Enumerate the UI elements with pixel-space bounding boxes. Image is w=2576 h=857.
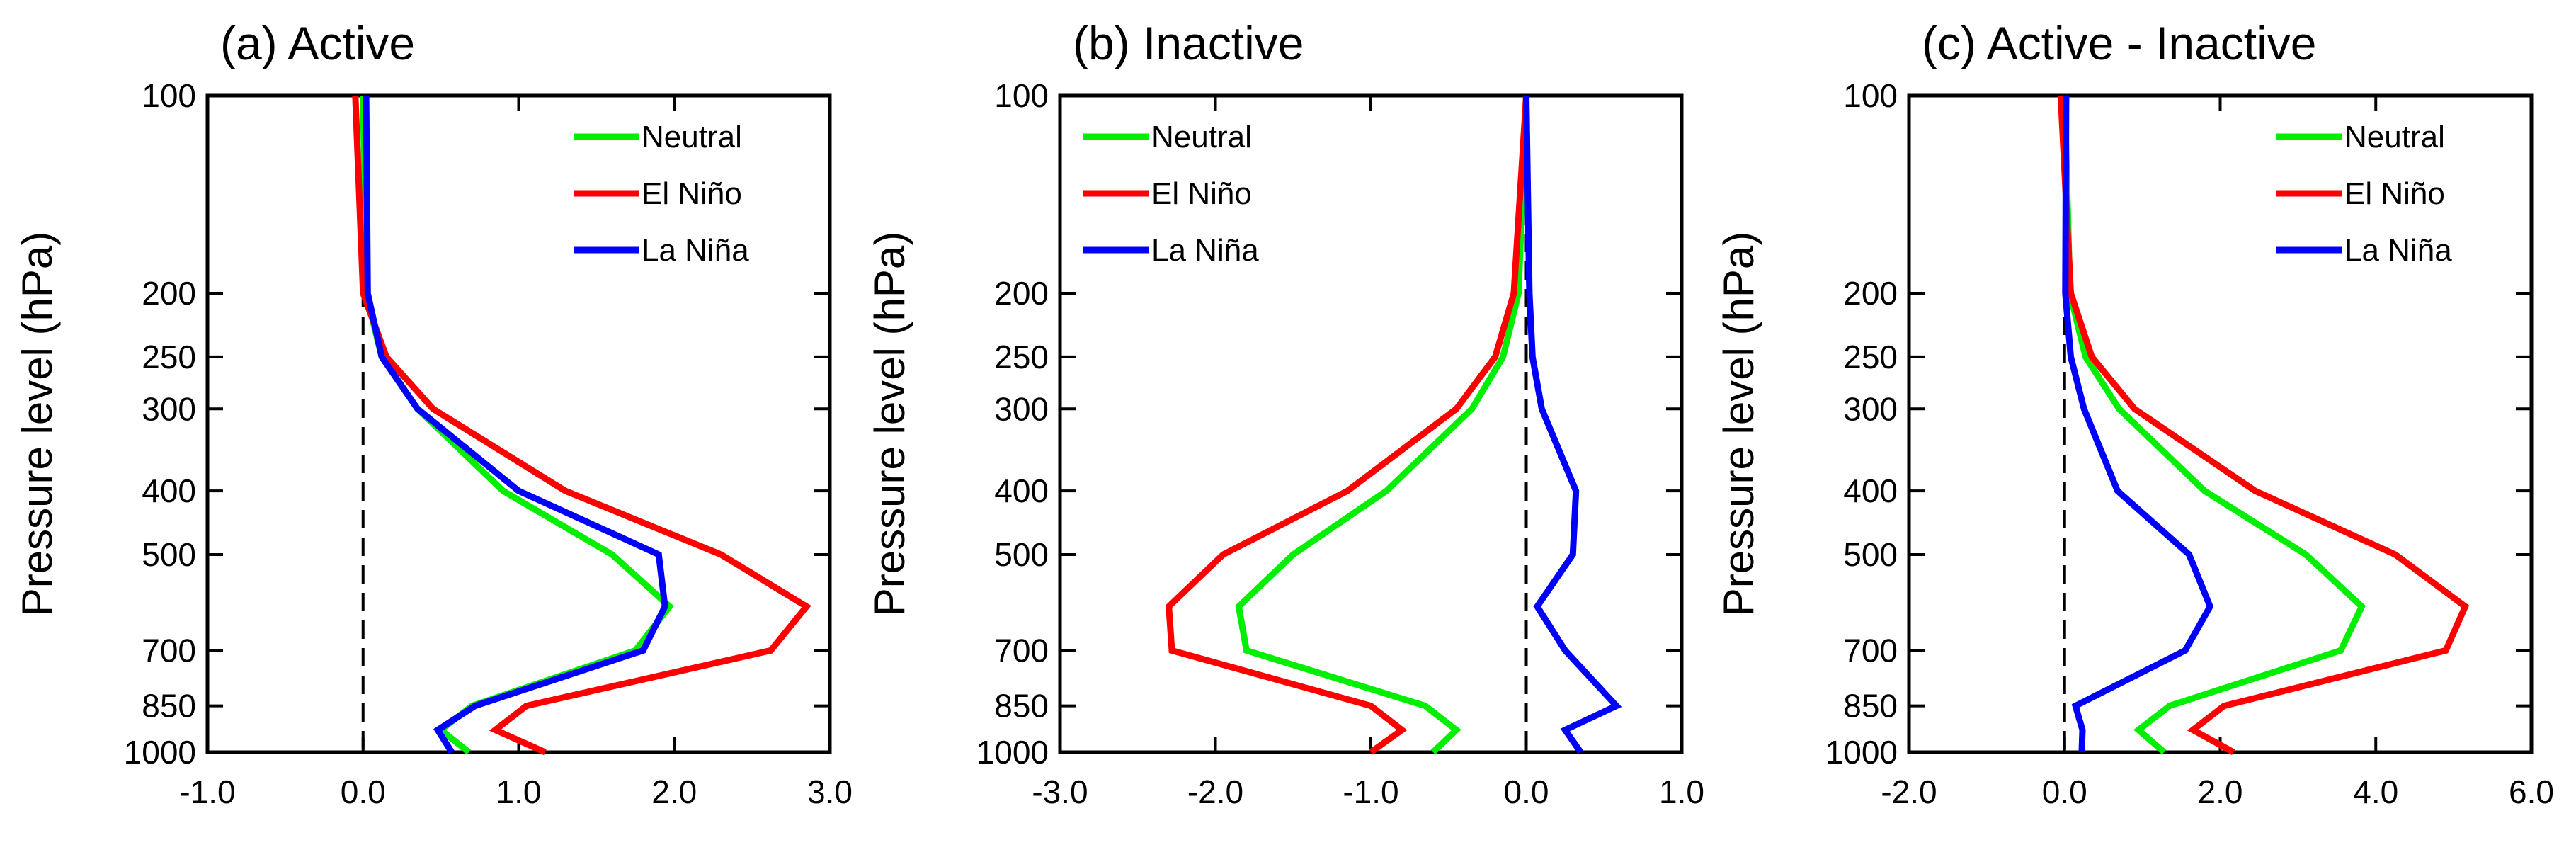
legend: Neutral El Niño La Niña bbox=[574, 120, 749, 268]
y-axis-label: Pressure level (hPa) bbox=[1715, 232, 1762, 617]
x-tick-label: -2.0 bbox=[1187, 773, 1243, 810]
y-tick-label: 1000 bbox=[1825, 734, 1898, 771]
y-tick-label: 200 bbox=[142, 275, 196, 312]
y-tick-label: 500 bbox=[142, 536, 196, 573]
series-line-la-nina bbox=[2062, 95, 2214, 753]
x-tick-label: 2.0 bbox=[2198, 773, 2243, 810]
chart-title: (a) Active bbox=[220, 17, 415, 69]
x-tick-label: 2.0 bbox=[651, 773, 697, 810]
y-axis-label: Pressure level (hPa) bbox=[13, 232, 61, 617]
y-tick-label: 400 bbox=[1843, 472, 1898, 509]
y-tick-label: 1000 bbox=[976, 734, 1049, 771]
y-tick-label: 500 bbox=[1843, 536, 1898, 573]
y-tick-label: 400 bbox=[994, 472, 1049, 509]
series-line-la-nina bbox=[1523, 95, 1622, 754]
chart-panel-a: (a) Active Pressure level (hPa) 100 200 250 3… bbox=[13, 17, 853, 810]
y-axis-label: Pressure level (hPa) bbox=[866, 232, 913, 617]
y-tick-label: 300 bbox=[994, 390, 1049, 427]
y-tick-label: 100 bbox=[994, 77, 1049, 114]
series-line-el-nino bbox=[1166, 95, 1529, 755]
x-tick-label: 0.0 bbox=[341, 773, 386, 810]
series-line-neutral bbox=[2061, 95, 2366, 755]
series-line-el-nino bbox=[2057, 95, 2470, 755]
x-tick-label: 1.0 bbox=[496, 773, 542, 810]
y-tick-label: 850 bbox=[994, 688, 1049, 725]
y-tick-label: 400 bbox=[142, 472, 196, 509]
x-tick-label: 3.0 bbox=[807, 773, 853, 810]
y-tick-label: 100 bbox=[1843, 77, 1898, 114]
chart-panel-b: (b) Inactive Pressure level (hPa) 100 200 25… bbox=[866, 17, 1704, 810]
legend-label: La Niña bbox=[2344, 233, 2452, 268]
y-tick-label: 200 bbox=[994, 275, 1049, 312]
chart-panel-c: (c) Active - Inactive Pressure level (hPa… bbox=[1715, 17, 2554, 810]
y-tick-label: 1000 bbox=[124, 734, 196, 771]
y-tick-label: 850 bbox=[142, 688, 196, 725]
y-tick-label: 700 bbox=[142, 632, 196, 669]
legend: Neutral El Niño La Niña bbox=[1083, 120, 1259, 268]
chart-title: (b) Inactive bbox=[1073, 17, 1304, 69]
y-tick-label: 850 bbox=[1843, 688, 1898, 725]
y-tick-label: 200 bbox=[1843, 275, 1898, 312]
y-tick-label: 300 bbox=[142, 390, 196, 427]
legend-label: Neutral bbox=[642, 120, 742, 154]
x-tick-label: 1.0 bbox=[1659, 773, 1704, 810]
series-line-la-nina bbox=[363, 95, 668, 754]
y-tick-label: 100 bbox=[142, 77, 196, 114]
x-tick-label: 4.0 bbox=[2353, 773, 2398, 810]
x-tick-label: 6.0 bbox=[2509, 773, 2554, 810]
y-tick-label: 300 bbox=[1843, 390, 1898, 427]
series-line-neutral bbox=[1235, 95, 1529, 755]
x-tick-label: -3.0 bbox=[1032, 773, 1088, 810]
y-tick-label: 700 bbox=[994, 632, 1049, 669]
y-tick-label: 250 bbox=[1843, 339, 1898, 375]
legend: Neutral El Niño La Niña bbox=[2276, 120, 2452, 268]
legend-label: La Niña bbox=[1151, 233, 1259, 268]
legend-label: El Niño bbox=[2344, 176, 2445, 211]
legend-label: Neutral bbox=[2344, 120, 2445, 154]
x-tick-label: -1.0 bbox=[1343, 773, 1398, 810]
legend-label: El Niño bbox=[1151, 176, 1252, 211]
y-tick-label: 500 bbox=[994, 536, 1049, 573]
x-tick-label: -2.0 bbox=[1881, 773, 1937, 810]
y-tick-label: 250 bbox=[142, 339, 196, 375]
legend-label: La Niña bbox=[642, 233, 749, 268]
legend-label: El Niño bbox=[642, 176, 742, 211]
legend-label: Neutral bbox=[1151, 120, 1252, 154]
x-tick-label: 0.0 bbox=[1504, 773, 1549, 810]
y-tick-label: 700 bbox=[1843, 632, 1898, 669]
x-tick-label: 0.0 bbox=[2042, 773, 2087, 810]
y-tick-label: 250 bbox=[994, 339, 1049, 375]
x-tick-label: -1.0 bbox=[179, 773, 235, 810]
chart-title: (c) Active - Inactive bbox=[1922, 17, 2317, 69]
